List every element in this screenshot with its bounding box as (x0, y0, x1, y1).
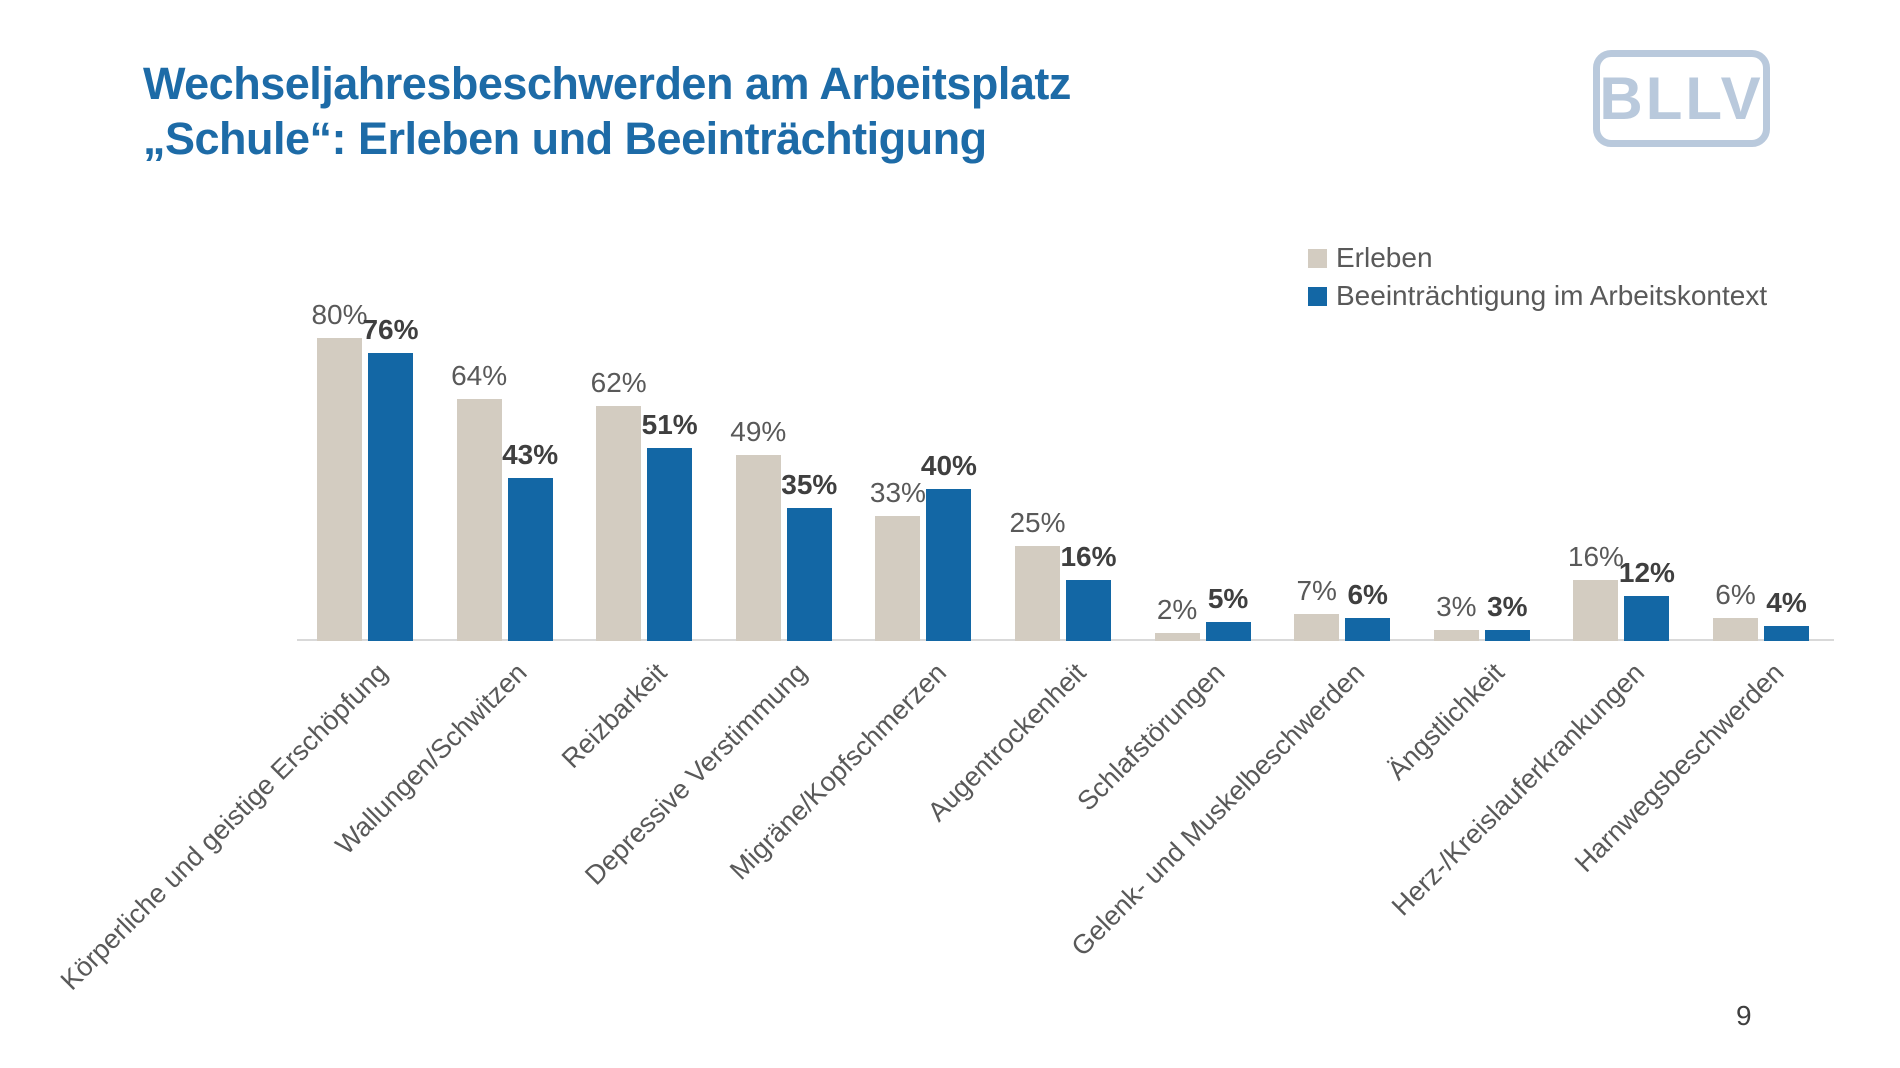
legend-swatch-beeintraechtigung (1308, 286, 1327, 306)
value-label-erleben-3: 49% (730, 416, 787, 447)
bar-beeintraechtigung-6 (1205, 622, 1251, 641)
value-label-beeintraechtigung-7: 6% (1347, 579, 1388, 610)
legend-item-erleben: Erleben (1308, 242, 1767, 274)
bar-beeintraechtigung-10 (1764, 626, 1809, 641)
x-axis-line (297, 639, 1834, 641)
slide-title-line2: „Schule“: Erleben und Beeinträchtigung (143, 112, 987, 164)
legend-label-beeintraechtigung: Beeinträchtigung im Arbeitskontext (1336, 279, 1768, 311)
category-label-2: Reizbarkeit (555, 657, 673, 775)
value-label-beeintraechtigung-5: 16% (1060, 541, 1117, 572)
bar-beeintraechtigung-1 (507, 478, 553, 641)
bar-erleben-0 (317, 338, 362, 641)
bar-erleben-4 (875, 516, 921, 641)
bar-beeintraechtigung-8 (1484, 630, 1530, 641)
bar-erleben-3 (735, 455, 781, 641)
category-label-7: Gelenk- und Muskelbeschwerden (1066, 657, 1371, 962)
value-label-erleben-10: 6% (1715, 579, 1756, 610)
bar-erleben-2 (596, 406, 642, 641)
bar-erleben-10 (1713, 618, 1758, 641)
bar-erleben-6 (1154, 633, 1200, 641)
value-label-beeintraechtigung-3: 35% (781, 469, 838, 500)
legend-label-erleben: Erleben (1336, 242, 1433, 273)
value-label-erleben-0: 80% (311, 299, 368, 330)
legend-swatch-erleben (1308, 249, 1327, 268)
value-label-erleben-8: 3% (1436, 591, 1477, 622)
category-label-9: Herz-/Kreislauferkrankungen (1385, 657, 1650, 922)
value-label-beeintraechtigung-0: 76% (362, 314, 419, 345)
value-label-erleben-5: 25% (1009, 507, 1066, 538)
bar-beeintraechtigung-4 (926, 489, 972, 641)
value-label-erleben-2: 62% (590, 367, 647, 398)
bar-erleben-8 (1433, 630, 1479, 641)
bar-beeintraechtigung-3 (786, 508, 832, 641)
slide-title-line1: Wechseljahresbeschwerden am Arbeitsplatz (143, 58, 1071, 109)
value-label-beeintraechtigung-2: 51% (641, 409, 698, 440)
bar-erleben-7 (1294, 614, 1340, 641)
bar-erleben-9 (1573, 580, 1619, 641)
category-label-6: Schlafstörungen (1071, 657, 1232, 817)
value-label-beeintraechtigung-8: 3% (1487, 591, 1528, 622)
value-label-erleben-4: 33% (869, 477, 926, 508)
bllv-logo-text: BLLV (1599, 64, 1764, 132)
bar-erleben-1 (456, 399, 502, 641)
value-label-erleben-9: 16% (1567, 541, 1624, 572)
chart-legend: Erleben Beeinträchtigung im Arbeitskonte… (1308, 242, 1768, 319)
value-label-beeintraechtigung-10: 4% (1766, 587, 1807, 618)
slide-title: Wechseljahresbeschwerden am Arbeitsplatz… (143, 57, 1443, 167)
value-label-erleben-1: 64% (451, 360, 508, 391)
value-label-beeintraechtigung-9: 12% (1618, 557, 1675, 588)
bar-beeintraechtigung-7 (1345, 618, 1391, 641)
value-label-erleben-7: 7% (1296, 575, 1337, 606)
value-label-erleben-6: 2% (1156, 594, 1198, 625)
bar-erleben-5 (1015, 546, 1060, 641)
bar-beeintraechtigung-9 (1624, 596, 1670, 641)
value-label-beeintraechtigung-1: 43% (502, 439, 559, 470)
bar-beeintraechtigung-0 (368, 353, 413, 641)
value-label-beeintraechtigung-4: 40% (920, 450, 977, 481)
value-label-beeintraechtigung-6: 5% (1207, 583, 1249, 614)
legend-item-beeintraechtigung: Beeinträchtigung im Arbeitskontext (1308, 279, 1768, 312)
bllv-logo: BLLV (1593, 50, 1770, 147)
page-number: 9 (1736, 1000, 1752, 1031)
bar-beeintraechtigung-5 (1066, 580, 1111, 641)
category-label-8: Ängstlichkeit (1381, 657, 1511, 786)
bar-beeintraechtigung-2 (647, 448, 693, 641)
